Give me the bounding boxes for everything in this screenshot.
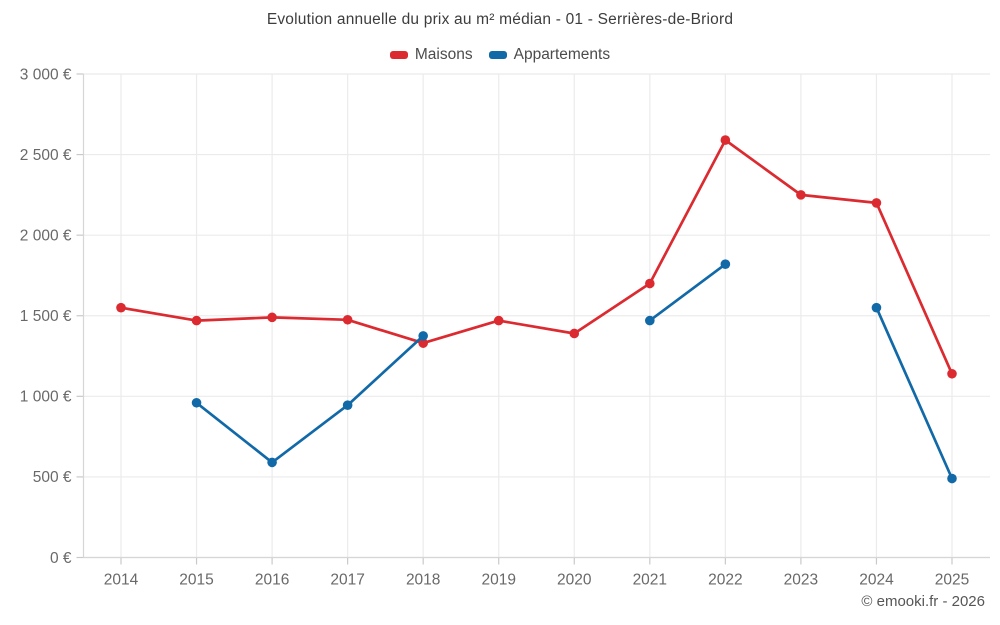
x-tick-label: 2018 (406, 572, 440, 589)
y-tick-label: 3 000 € (20, 66, 72, 83)
data-point (342, 314, 353, 325)
data-point (645, 278, 655, 289)
data-point (645, 315, 655, 326)
gridlines-vertical (120, 74, 953, 565)
x-tick-label: 2015 (179, 572, 213, 589)
legend-swatch-appartements-icon (488, 51, 507, 59)
data-point (720, 259, 731, 269)
x-tick-label: 2021 (633, 572, 667, 589)
data-point (342, 400, 353, 410)
data-point (871, 302, 882, 313)
x-tick-label: 2017 (330, 572, 364, 589)
data-point (116, 302, 126, 313)
x-tick-label: 2016 (255, 572, 289, 589)
gridlines-horizontal (76, 73, 990, 559)
series-line (875, 306, 954, 480)
y-tick-label: 2 500 € (20, 147, 72, 164)
data-point (418, 331, 428, 341)
x-tick-label: 2014 (104, 572, 139, 589)
y-tick-label: 2 000 € (20, 227, 72, 244)
series-line (195, 334, 425, 464)
y-tick-label: 500 € (33, 469, 72, 486)
data-point (267, 312, 277, 323)
y-tick-label: 1 500 € (20, 308, 72, 325)
y-tick-label: 0 € (50, 550, 72, 567)
data-point (418, 338, 428, 348)
legend-swatch-maisons-icon (389, 51, 408, 59)
data-point (947, 473, 957, 484)
y-axis-labels: 0 € 500 € 1 000 € 1 500 € 2 000 € 2 500 € 3 00… (20, 66, 72, 567)
legend-item-maisons[interactable]: Maisons (389, 46, 473, 64)
x-tick-label: 2025 (935, 572, 969, 589)
x-axis-labels: 2014 2015 2016 2017 2018 2019 2020 2021 2022 2023… (104, 572, 969, 589)
x-tick-label: 2023 (784, 572, 818, 589)
data-point (493, 315, 504, 326)
data-point (720, 135, 731, 145)
legend-item-appartements[interactable]: Appartements (488, 46, 611, 64)
series-appartements (191, 259, 957, 484)
y-tick-label: 1 000 € (20, 389, 72, 406)
x-tick-label: 2019 (481, 572, 515, 589)
data-point (191, 397, 202, 408)
copyright-footer: © emooki.fr - 2026 (861, 593, 985, 610)
data-point (796, 190, 806, 200)
chart-title: Evolution annuelle du prix au m² médian … (266, 11, 734, 28)
data-point (871, 198, 882, 208)
legend-label-appartements: Appartements (513, 46, 611, 63)
series-maisons (116, 135, 957, 379)
x-tick-label: 2020 (557, 572, 592, 589)
series-line (648, 262, 727, 322)
chart-legend: Maisons Appartements (0, 46, 1000, 64)
data-point (191, 315, 202, 326)
data-point (267, 457, 277, 468)
x-tick-label: 2024 (859, 572, 894, 589)
series-line (119, 138, 954, 376)
legend-label-maisons: Maisons (414, 46, 473, 63)
x-tick-label: 2022 (708, 572, 742, 589)
data-point (947, 368, 957, 379)
data-point (569, 328, 580, 339)
